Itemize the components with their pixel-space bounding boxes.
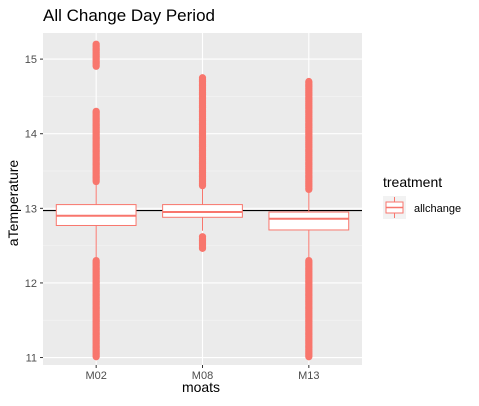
iqr-box <box>162 204 243 218</box>
iqr-box <box>268 211 350 231</box>
x-axis-ticks: M02 M08 M13 <box>85 365 320 382</box>
y-tick-label: 13 <box>25 203 37 215</box>
boxplot-m02 <box>55 40 137 361</box>
boxplot-m13 <box>268 77 350 361</box>
y-tick-label: 14 <box>25 129 37 141</box>
outlier-point <box>92 353 100 361</box>
boxplots <box>55 40 350 361</box>
outlier-point <box>198 244 207 252</box>
y-tick-label: 15 <box>25 54 37 66</box>
chart-title: All Change Day Period <box>43 6 215 25</box>
x-axis-title: moats <box>182 379 220 395</box>
legend: treatment allchange <box>383 174 461 219</box>
y-axis-title: aTemperature <box>5 160 21 247</box>
outlier-point <box>92 177 100 186</box>
y-tick-label: 12 <box>25 278 37 290</box>
y-tick-label: 11 <box>26 353 37 365</box>
outlier-point <box>92 62 100 70</box>
legend-key <box>383 196 406 219</box>
outlier-point <box>305 185 313 193</box>
legend-title: treatment <box>383 174 442 190</box>
boxplot-m08 <box>162 74 243 252</box>
x-tick-label: M02 <box>85 370 106 382</box>
outlier-point <box>198 182 207 190</box>
x-tick-label: M13 <box>298 370 319 382</box>
legend-label-allchange: allchange <box>414 203 461 215</box>
outlier-point <box>305 353 313 361</box>
y-axis-ticks: 11 12 13 14 15 <box>25 54 43 365</box>
x-tick-label: M08 <box>192 370 213 382</box>
